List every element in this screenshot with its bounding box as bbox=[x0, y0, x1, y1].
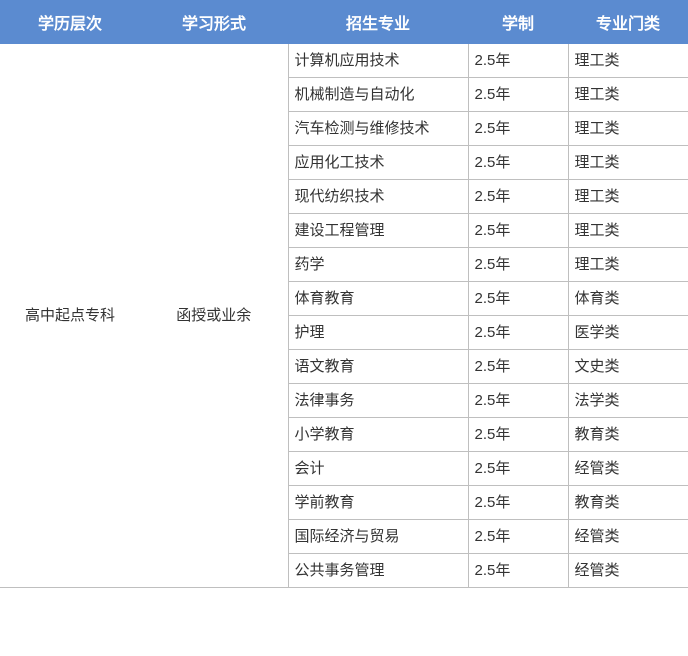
cell-major: 药学 bbox=[288, 248, 468, 282]
cell-duration: 2.5年 bbox=[468, 520, 568, 554]
cell-major: 会计 bbox=[288, 452, 468, 486]
cell-category: 理工类 bbox=[568, 112, 688, 146]
cell-major: 建设工程管理 bbox=[288, 214, 468, 248]
cell-major: 国际经济与贸易 bbox=[288, 520, 468, 554]
cell-category: 理工类 bbox=[568, 146, 688, 180]
header-level: 学历层次 bbox=[0, 0, 140, 44]
cell-duration: 2.5年 bbox=[468, 214, 568, 248]
table-header: 学历层次 学习形式 招生专业 学制 专业门类 bbox=[0, 0, 688, 44]
header-category: 专业门类 bbox=[568, 0, 688, 44]
cell-major: 护理 bbox=[288, 316, 468, 350]
table-row: 高中起点专科函授或业余计算机应用技术2.5年理工类 bbox=[0, 44, 688, 78]
cell-duration: 2.5年 bbox=[468, 486, 568, 520]
table-body: 高中起点专科函授或业余计算机应用技术2.5年理工类机械制造与自动化2.5年理工类… bbox=[0, 44, 688, 588]
cell-major: 现代纺织技术 bbox=[288, 180, 468, 214]
cell-category: 经管类 bbox=[568, 520, 688, 554]
cell-form: 函授或业余 bbox=[140, 44, 288, 588]
cell-major: 法律事务 bbox=[288, 384, 468, 418]
cell-duration: 2.5年 bbox=[468, 44, 568, 78]
cell-duration: 2.5年 bbox=[468, 112, 568, 146]
cell-duration: 2.5年 bbox=[468, 146, 568, 180]
cell-duration: 2.5年 bbox=[468, 418, 568, 452]
cell-major: 计算机应用技术 bbox=[288, 44, 468, 78]
cell-major: 学前教育 bbox=[288, 486, 468, 520]
cell-duration: 2.5年 bbox=[468, 248, 568, 282]
cell-major: 汽车检测与维修技术 bbox=[288, 112, 468, 146]
cell-category: 文史类 bbox=[568, 350, 688, 384]
cell-duration: 2.5年 bbox=[468, 78, 568, 112]
admissions-table-container: 学历层次 学习形式 招生专业 学制 专业门类 高中起点专科函授或业余计算机应用技… bbox=[0, 0, 688, 588]
cell-major: 应用化工技术 bbox=[288, 146, 468, 180]
cell-category: 法学类 bbox=[568, 384, 688, 418]
cell-category: 理工类 bbox=[568, 248, 688, 282]
admissions-table: 学历层次 学习形式 招生专业 学制 专业门类 高中起点专科函授或业余计算机应用技… bbox=[0, 0, 688, 588]
header-duration: 学制 bbox=[468, 0, 568, 44]
cell-category: 理工类 bbox=[568, 180, 688, 214]
cell-category: 经管类 bbox=[568, 452, 688, 486]
cell-major: 语文教育 bbox=[288, 350, 468, 384]
cell-category: 经管类 bbox=[568, 554, 688, 588]
cell-duration: 2.5年 bbox=[468, 316, 568, 350]
header-row: 学历层次 学习形式 招生专业 学制 专业门类 bbox=[0, 0, 688, 44]
cell-category: 教育类 bbox=[568, 486, 688, 520]
cell-duration: 2.5年 bbox=[468, 350, 568, 384]
cell-category: 体育类 bbox=[568, 282, 688, 316]
cell-major: 公共事务管理 bbox=[288, 554, 468, 588]
header-major: 招生专业 bbox=[288, 0, 468, 44]
cell-duration: 2.5年 bbox=[468, 282, 568, 316]
cell-duration: 2.5年 bbox=[468, 384, 568, 418]
cell-duration: 2.5年 bbox=[468, 452, 568, 486]
cell-category: 理工类 bbox=[568, 44, 688, 78]
cell-category: 医学类 bbox=[568, 316, 688, 350]
cell-level: 高中起点专科 bbox=[0, 44, 140, 588]
cell-major: 机械制造与自动化 bbox=[288, 78, 468, 112]
cell-category: 教育类 bbox=[568, 418, 688, 452]
cell-major: 体育教育 bbox=[288, 282, 468, 316]
cell-duration: 2.5年 bbox=[468, 180, 568, 214]
cell-duration: 2.5年 bbox=[468, 554, 568, 588]
cell-major: 小学教育 bbox=[288, 418, 468, 452]
header-form: 学习形式 bbox=[140, 0, 288, 44]
cell-category: 理工类 bbox=[568, 78, 688, 112]
cell-category: 理工类 bbox=[568, 214, 688, 248]
